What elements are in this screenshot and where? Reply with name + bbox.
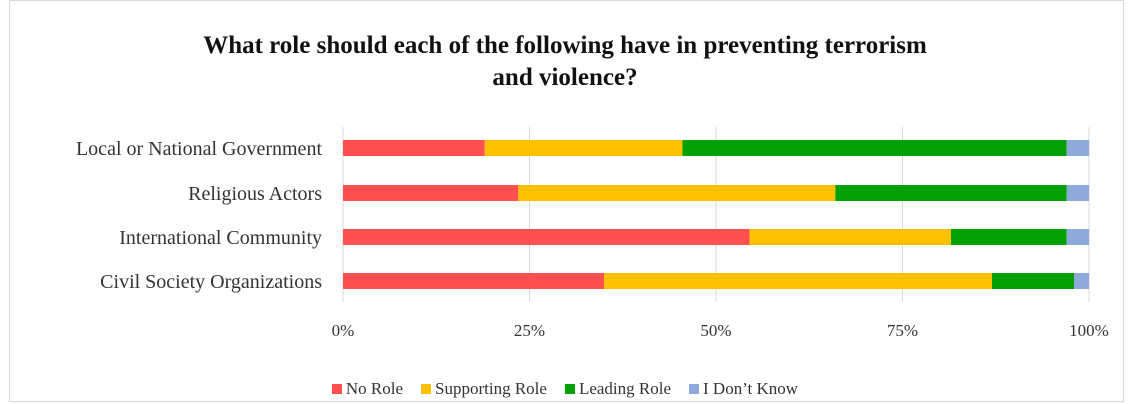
bar-segment xyxy=(1066,185,1089,201)
x-tick-label: 50% xyxy=(700,321,731,340)
bar-segment xyxy=(518,185,836,201)
legend-label: I Don’t Know xyxy=(703,379,799,398)
bar-segment xyxy=(682,140,1067,156)
chart-title-line-2: and violence? xyxy=(492,64,638,91)
legend-label: Supporting Role xyxy=(435,379,547,398)
chart-title: What role should each of the following h… xyxy=(0,30,1130,94)
legend: No Role Supporting Role Leading Role I Don’… xyxy=(0,379,1130,399)
category-label: Local or National Government xyxy=(76,138,322,160)
bar-segment xyxy=(950,229,1067,245)
category-label: International Community xyxy=(119,227,322,249)
x-tick-label: 75% xyxy=(887,321,918,340)
legend-item: Supporting Role xyxy=(421,379,547,399)
bar-segment xyxy=(749,229,951,245)
legend-swatch xyxy=(564,384,575,394)
legend-swatch xyxy=(331,384,342,394)
x-tick-label: 25% xyxy=(514,321,545,340)
bar-segment xyxy=(835,185,1067,201)
legend-item: I Don’t Know xyxy=(689,379,798,399)
chart-frame xyxy=(9,0,1124,402)
x-tick-label: 100% xyxy=(1069,321,1109,340)
category-label: Civil Society Organizations xyxy=(100,271,322,293)
bar-segment xyxy=(484,140,683,156)
bar-segment xyxy=(1066,140,1089,156)
bar-segment xyxy=(1066,229,1089,245)
legend-label: No Role xyxy=(345,379,404,398)
legend-label: Leading Role xyxy=(578,379,672,398)
bar-segment xyxy=(343,185,519,201)
legend-swatch xyxy=(421,384,432,394)
legend-item: No Role xyxy=(331,379,404,399)
bar-segment xyxy=(604,273,993,289)
x-tick-label: 0% xyxy=(332,321,355,340)
category-label: Religious Actors xyxy=(188,183,322,205)
bar-segment xyxy=(343,140,485,156)
chart-title-line-1: What role should each of the following h… xyxy=(203,32,927,59)
bar-segment xyxy=(343,273,605,289)
legend-item: Leading Role xyxy=(564,379,672,399)
bar-segment xyxy=(992,273,1075,289)
bar-segment xyxy=(1074,273,1089,289)
legend-swatch xyxy=(689,384,700,394)
bar-segment xyxy=(343,229,750,245)
